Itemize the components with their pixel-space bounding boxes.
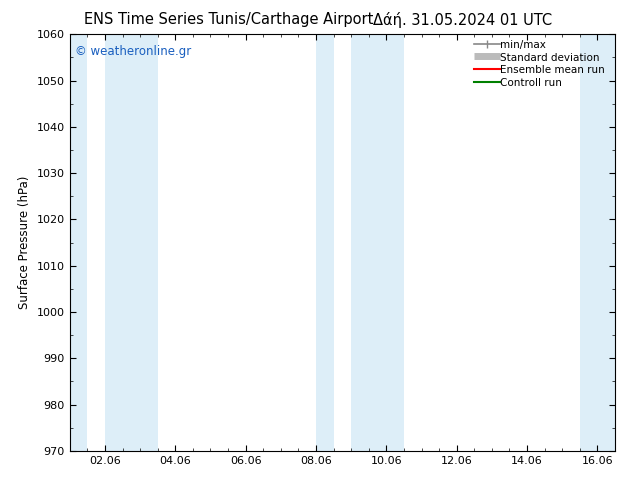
Text: © weatheronline.gr: © weatheronline.gr — [75, 45, 191, 58]
Text: Δάή. 31.05.2024 01 UTC: Δάή. 31.05.2024 01 UTC — [373, 12, 552, 28]
Y-axis label: Surface Pressure (hPa): Surface Pressure (hPa) — [18, 176, 31, 309]
Bar — [70, 34, 87, 451]
Bar — [316, 34, 333, 451]
Bar — [580, 34, 615, 451]
Bar — [351, 34, 404, 451]
Text: ENS Time Series Tunis/Carthage Airport: ENS Time Series Tunis/Carthage Airport — [84, 12, 373, 27]
Bar — [105, 34, 158, 451]
Legend: min/max, Standard deviation, Ensemble mean run, Controll run: min/max, Standard deviation, Ensemble me… — [470, 36, 613, 91]
